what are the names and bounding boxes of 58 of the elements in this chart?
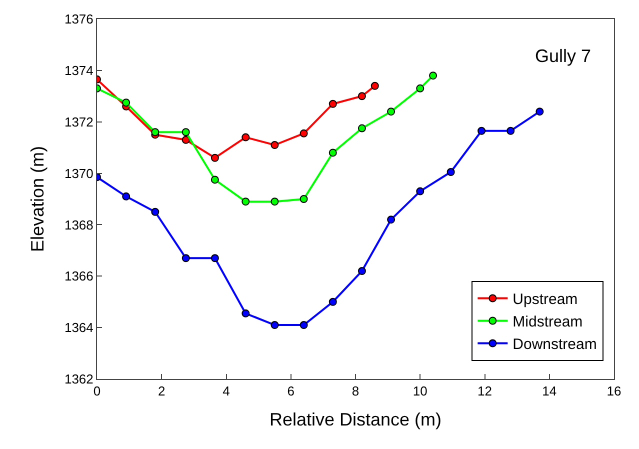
point bbox=[328, 100, 337, 108]
point bbox=[182, 254, 190, 262]
point bbox=[182, 136, 190, 144]
point bbox=[506, 126, 515, 135]
point bbox=[182, 128, 190, 136]
point bbox=[328, 298, 337, 306]
point bbox=[370, 82, 379, 90]
point bbox=[300, 195, 308, 203]
point bbox=[270, 321, 279, 329]
point bbox=[358, 267, 366, 275]
point bbox=[210, 154, 219, 162]
point bbox=[242, 133, 250, 142]
y-axis-title: Elevation (m) bbox=[28, 146, 48, 252]
x-tick-label: 14 bbox=[542, 384, 557, 399]
x-tick-label: 0 bbox=[93, 384, 101, 399]
point bbox=[151, 128, 160, 136]
x-tick-label: 12 bbox=[478, 384, 492, 399]
point bbox=[300, 321, 308, 329]
point bbox=[210, 254, 219, 262]
point bbox=[270, 141, 279, 149]
legend-label: Downstream bbox=[512, 336, 597, 354]
y-tick-label: 1374 bbox=[64, 62, 94, 78]
point bbox=[242, 309, 250, 318]
point bbox=[387, 216, 396, 224]
point bbox=[328, 148, 337, 157]
x-tick-label: 8 bbox=[352, 384, 360, 399]
point bbox=[151, 208, 160, 216]
x-tick-label: 10 bbox=[412, 384, 428, 399]
point bbox=[429, 72, 438, 80]
point bbox=[242, 198, 250, 206]
y-tick-label: 1364 bbox=[64, 320, 94, 336]
y-tick-label: 1372 bbox=[64, 114, 94, 130]
point bbox=[358, 124, 366, 132]
x-tick-label: 2 bbox=[158, 384, 166, 399]
point bbox=[270, 198, 279, 206]
y-tick-label: 1376 bbox=[64, 12, 94, 27]
y-tick-label: 1370 bbox=[64, 166, 94, 181]
x-tick-label: 6 bbox=[287, 384, 294, 399]
legend-label: Upstream bbox=[512, 291, 578, 308]
x-tick-label: 16 bbox=[606, 384, 622, 399]
legend-label: Midstream bbox=[512, 314, 583, 331]
y-tick-label: 1366 bbox=[64, 268, 94, 284]
point bbox=[387, 108, 396, 116]
point bbox=[416, 187, 424, 196]
x-axis-title: Relative Distance (m) bbox=[269, 410, 442, 430]
point bbox=[416, 84, 424, 92]
point bbox=[122, 192, 130, 200]
point bbox=[478, 126, 486, 135]
point bbox=[446, 168, 455, 176]
x-tick-label: 4 bbox=[222, 384, 230, 399]
point bbox=[122, 98, 130, 107]
annotation: Gully 7 bbox=[535, 46, 592, 66]
y-tick-label: 1368 bbox=[64, 217, 94, 232]
point bbox=[358, 92, 366, 100]
point bbox=[210, 176, 219, 184]
y-tick-label: 1362 bbox=[64, 372, 94, 387]
point bbox=[300, 129, 308, 138]
point bbox=[536, 108, 544, 116]
